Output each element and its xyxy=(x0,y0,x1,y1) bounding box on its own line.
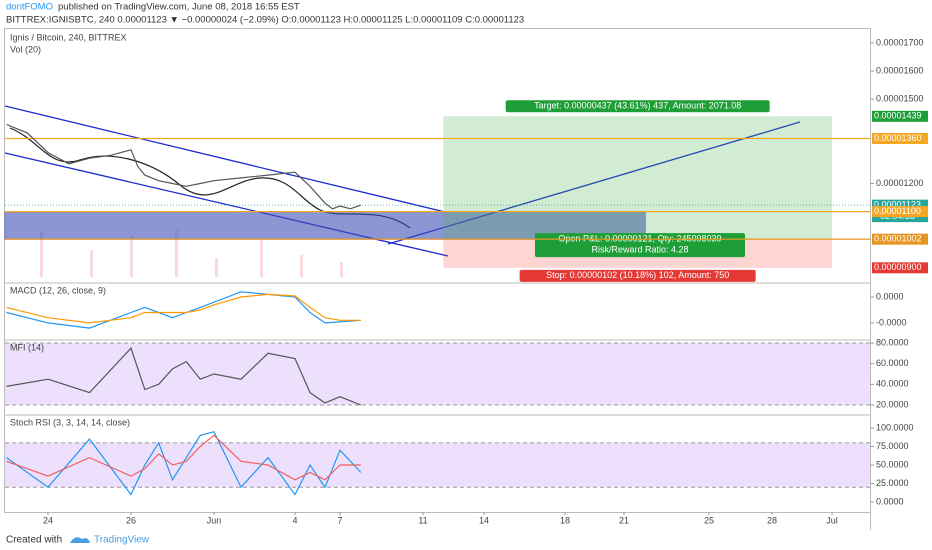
x-tick-label: 25 xyxy=(704,515,714,525)
pnl-label: Open P&L: 0.00000121, Qty: 245098039 xyxy=(558,234,721,244)
series-line xyxy=(6,347,362,406)
y-tick-label: 0.0000 xyxy=(876,291,904,301)
y-tick-label: 0.00001200 xyxy=(876,178,924,188)
logo xyxy=(70,537,90,543)
level-label: 0.00001002 xyxy=(874,234,922,244)
x-tick-label: Jul xyxy=(826,515,838,525)
x-tick-label: 21 xyxy=(619,515,629,525)
x-tick-label: 4 xyxy=(292,515,297,525)
level-label-bg xyxy=(872,199,928,211)
series-line xyxy=(6,123,362,210)
footer-brand: TradingView xyxy=(94,535,150,546)
x-tick-label: 7 xyxy=(337,515,342,525)
y-tick-label: 0.0000 xyxy=(876,496,904,506)
level-label: 0.00001100 xyxy=(874,206,921,216)
channel-line xyxy=(4,105,446,213)
footer-created: Created with xyxy=(6,535,62,546)
target-box xyxy=(443,116,832,240)
y-tick-label: 100.0000 xyxy=(876,422,914,432)
y-tick-label: 25.0000 xyxy=(876,478,909,488)
target-label-bg xyxy=(505,100,770,113)
level-label-bg xyxy=(872,110,928,122)
pane-subtitle: Vol (20) xyxy=(10,44,41,54)
y-tick-label: 60.0000 xyxy=(876,358,909,368)
stop-label: Stop: 0.00000102 (10.18%) 102, Amount: 7… xyxy=(546,270,729,280)
y-tick-label: 80.0000 xyxy=(876,337,909,347)
x-tick-label: 24 xyxy=(43,515,53,525)
level-label: 0.00001123 xyxy=(874,200,921,210)
y-tick-label: 0.00001500 xyxy=(876,94,924,104)
level-label: 0.00001439 xyxy=(874,111,922,121)
stop-label-bg xyxy=(519,269,756,282)
y-tick-label: 50.0000 xyxy=(876,459,909,469)
y-tick-label: 40.0000 xyxy=(876,379,909,389)
band xyxy=(5,442,870,488)
target-label: Target: 0.00000437 (43.61%) 437, Amount:… xyxy=(534,101,741,111)
ticker: BITTREX:IGNISBTC, 240 0.00001123 ▼ −0.00… xyxy=(6,15,524,26)
level-label: 0.00001360 xyxy=(874,133,922,143)
x-tick-label: Jun xyxy=(207,515,222,525)
x-tick-label: 18 xyxy=(560,515,570,525)
y-tick-label: -0.0000 xyxy=(876,317,907,327)
pane-title: Ignis / Bitcoin, 240, BITTREX xyxy=(10,32,127,42)
y-tick-label: 75.0000 xyxy=(876,441,909,451)
author: dontFOMO xyxy=(6,2,53,13)
rr-label: Risk/Reward Ratio: 4.28 xyxy=(591,245,688,255)
x-tick-label: 14 xyxy=(479,515,489,525)
pane-title: Stoch RSI (3, 3, 14, 14, close) xyxy=(10,417,130,427)
x-tick-label: 28 xyxy=(767,515,777,525)
pane-title: MFI (14) xyxy=(10,342,44,352)
series-line xyxy=(6,291,361,329)
y-tick-label: 0.00001700 xyxy=(876,37,924,47)
x-tick-label: 26 xyxy=(126,515,136,525)
pane-title: MACD (12, 26, close, 9) xyxy=(10,285,106,295)
level-label-bg xyxy=(872,262,928,274)
level-label-bg xyxy=(872,133,928,145)
volume-bars xyxy=(40,230,343,277)
level-label: 0.00000900 xyxy=(874,262,922,272)
y-tick-label: 20.0000 xyxy=(876,399,909,409)
x-tick-label: 11 xyxy=(418,515,427,525)
band xyxy=(5,342,870,405)
series-line xyxy=(6,434,361,481)
series-line xyxy=(6,293,361,324)
y-tick-label: 0.00001600 xyxy=(876,65,924,75)
published: published on TradingView.com, June 08, 2… xyxy=(58,2,300,13)
level-label-bg xyxy=(872,206,928,218)
series-line xyxy=(6,430,362,496)
level-label-bg xyxy=(872,233,928,245)
